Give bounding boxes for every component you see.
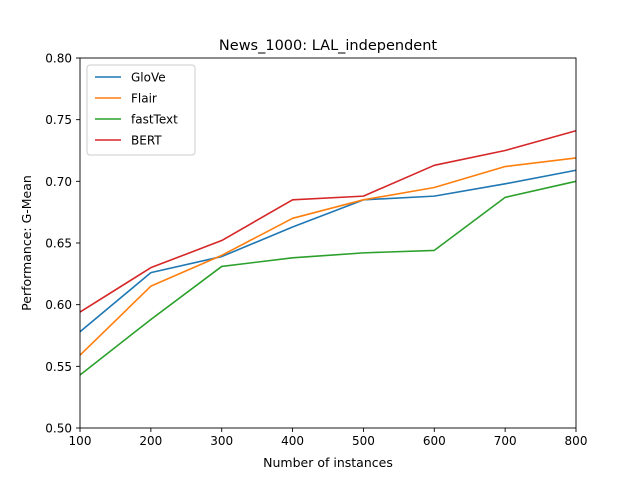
y-tick-label: 0.55 [45, 360, 72, 374]
x-axis-label: Number of instances [263, 455, 393, 470]
x-tick-label: 400 [281, 434, 304, 448]
legend-label: BERT [131, 134, 162, 148]
legend-label: GloVe [131, 71, 166, 85]
x-tick-label: 800 [565, 434, 588, 448]
legend-box [86, 64, 196, 156]
x-tick-label: 200 [139, 434, 162, 448]
legend: GloVe Flair fastText BERT [86, 64, 196, 156]
series-line-2 [79, 180, 577, 376]
legend-label: Flair [131, 92, 157, 106]
chart-title: News_1000: LAL_independent [219, 38, 437, 54]
y-tick-label: 0.75 [45, 113, 72, 127]
x-tick-label: 700 [494, 434, 517, 448]
series-line-1 [79, 157, 577, 356]
series-line-0 [79, 169, 577, 333]
x-tick-label: 100 [69, 434, 92, 448]
x-tick-label: 600 [423, 434, 446, 448]
y-tick-label: 0.65 [45, 237, 72, 251]
x-axis-ticks: 100 200 300 400 500 600 700 800 [69, 428, 588, 448]
x-tick-label: 300 [210, 434, 233, 448]
y-tick-label: 0.80 [45, 52, 72, 66]
y-axis-ticks: 0.50 0.55 0.60 0.65 0.70 0.75 0.80 [45, 52, 80, 436]
x-tick-label: 500 [352, 434, 375, 448]
y-axis-label: Performance: G-Mean [19, 175, 34, 311]
legend-label: fastText [131, 113, 178, 127]
y-tick-label: 0.60 [45, 298, 72, 312]
y-tick-label: 0.50 [45, 422, 72, 436]
series-lines [79, 129, 577, 376]
series-line-3 [79, 129, 577, 313]
y-tick-label: 0.70 [45, 175, 72, 189]
